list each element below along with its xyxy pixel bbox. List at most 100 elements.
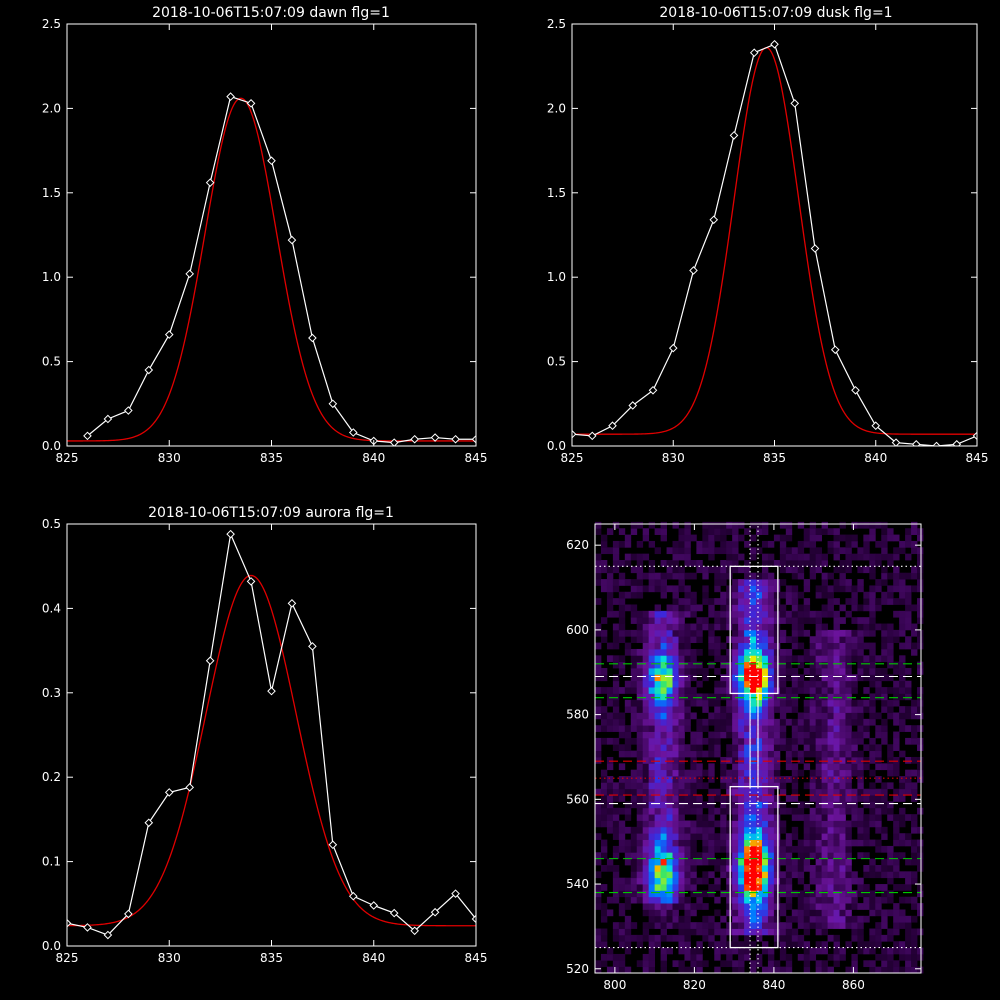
heatmap-cell [726, 890, 733, 898]
heatmap-cell [702, 769, 709, 777]
heatmap-cell [833, 661, 840, 669]
heatmap-cell [851, 953, 858, 961]
heatmap-cell [595, 928, 602, 936]
heatmap-cell [720, 763, 727, 771]
heatmap-cell [684, 636, 691, 643]
heatmap-cell [708, 693, 715, 701]
heatmap-cell [869, 718, 876, 726]
heatmap-cell [648, 966, 656, 974]
heatmap-cell [642, 820, 650, 828]
heatmap-cell [857, 636, 864, 643]
x-tick-label: 830 [662, 451, 685, 465]
heatmap-cell [630, 585, 638, 593]
heatmap-cell [857, 750, 864, 758]
heatmap-cell [839, 718, 846, 726]
heatmap-cell [750, 782, 757, 790]
heatmap-cell [690, 884, 697, 891]
heatmap-cell [660, 521, 667, 529]
heatmap-cell [714, 833, 721, 840]
heatmap-cell [899, 884, 906, 891]
heatmap-cell [720, 947, 727, 955]
heatmap-cell [630, 769, 638, 777]
heatmap-cell [905, 934, 912, 942]
heatmap-cell [821, 661, 828, 669]
heatmap-cell [887, 642, 894, 650]
heatmap-cell [917, 776, 924, 783]
heatmap-cell [756, 884, 763, 891]
heatmap-cell [595, 712, 602, 720]
heatmap-cell [660, 884, 667, 891]
heatmap-cell [863, 890, 870, 898]
heatmap-cell [708, 763, 715, 771]
heatmap-cell [881, 693, 888, 701]
heatmap-cell [899, 718, 906, 726]
heatmap-cell [887, 960, 894, 968]
heatmap-cell [761, 712, 769, 720]
heatmap-cell [624, 737, 632, 745]
heatmap-cell [678, 864, 685, 872]
data-point-marker [830, 345, 840, 355]
heatmap-cell [636, 795, 644, 802]
heatmap-cell [756, 769, 763, 777]
heatmap-cell [678, 553, 685, 561]
heatmap-cell [869, 572, 876, 580]
heatmap-cell [839, 693, 846, 701]
heatmap-cell [660, 560, 667, 567]
heatmap-cell [833, 718, 840, 726]
heatmap-cell [893, 731, 900, 739]
plot-area [67, 529, 476, 940]
heatmap-cell [767, 947, 775, 955]
heatmap-cell [917, 763, 924, 771]
heatmap-cell [791, 629, 799, 637]
heatmap-cell [875, 750, 882, 758]
heatmap-cell [917, 534, 924, 542]
heatmap-cell [779, 928, 787, 936]
heatmap-cell [839, 547, 846, 555]
heatmap-cell [684, 788, 691, 796]
heatmap-cell [803, 941, 811, 948]
heatmap-cell [833, 756, 840, 764]
y-tick-label: 2.5 [42, 17, 61, 31]
heatmap-cell [833, 826, 840, 834]
heatmap-cell [624, 947, 632, 955]
heatmap-cell [797, 712, 805, 720]
heatmap-cell [863, 864, 870, 872]
data-point-marker [972, 431, 977, 441]
heatmap-cell [779, 610, 787, 618]
heatmap-cell [648, 890, 656, 898]
heatmap-cell [702, 566, 709, 574]
data-point-marker [246, 99, 256, 108]
heatmap-cell [756, 579, 763, 586]
heatmap-cell [660, 953, 667, 961]
data-point-marker [144, 818, 154, 828]
heatmap-cell [738, 623, 745, 631]
heatmap-cell [595, 807, 602, 815]
heatmap-cell [630, 674, 638, 682]
heatmap-cell [881, 528, 888, 535]
heatmap-cell [666, 687, 673, 694]
data-point-marker [103, 414, 113, 424]
heatmap-cell [821, 826, 828, 834]
heatmap-cell [708, 750, 715, 758]
heatmap-cell [857, 674, 864, 682]
heatmap-cell [761, 941, 769, 948]
heatmap-cell [756, 763, 763, 771]
heatmap-cell [708, 776, 715, 783]
heatmap-cell [732, 598, 739, 605]
heatmap-cell [791, 769, 799, 777]
heatmap-cell [869, 610, 876, 618]
heatmap-cell [624, 845, 632, 853]
heatmap-cell [839, 534, 846, 542]
heatmap-cell [875, 744, 882, 752]
heatmap-cell [738, 820, 745, 828]
heatmap-cell [875, 845, 882, 853]
heatmap-cell [899, 947, 906, 955]
heatmap-cell [761, 903, 769, 910]
heatmap-cell [773, 871, 781, 879]
heatmap-cell [618, 718, 626, 726]
heatmap-cell [869, 896, 876, 904]
heatmap-cell [618, 687, 626, 694]
heatmap-cell [851, 903, 858, 910]
heatmap-cell [797, 553, 805, 561]
heatmap-cell [672, 680, 679, 688]
